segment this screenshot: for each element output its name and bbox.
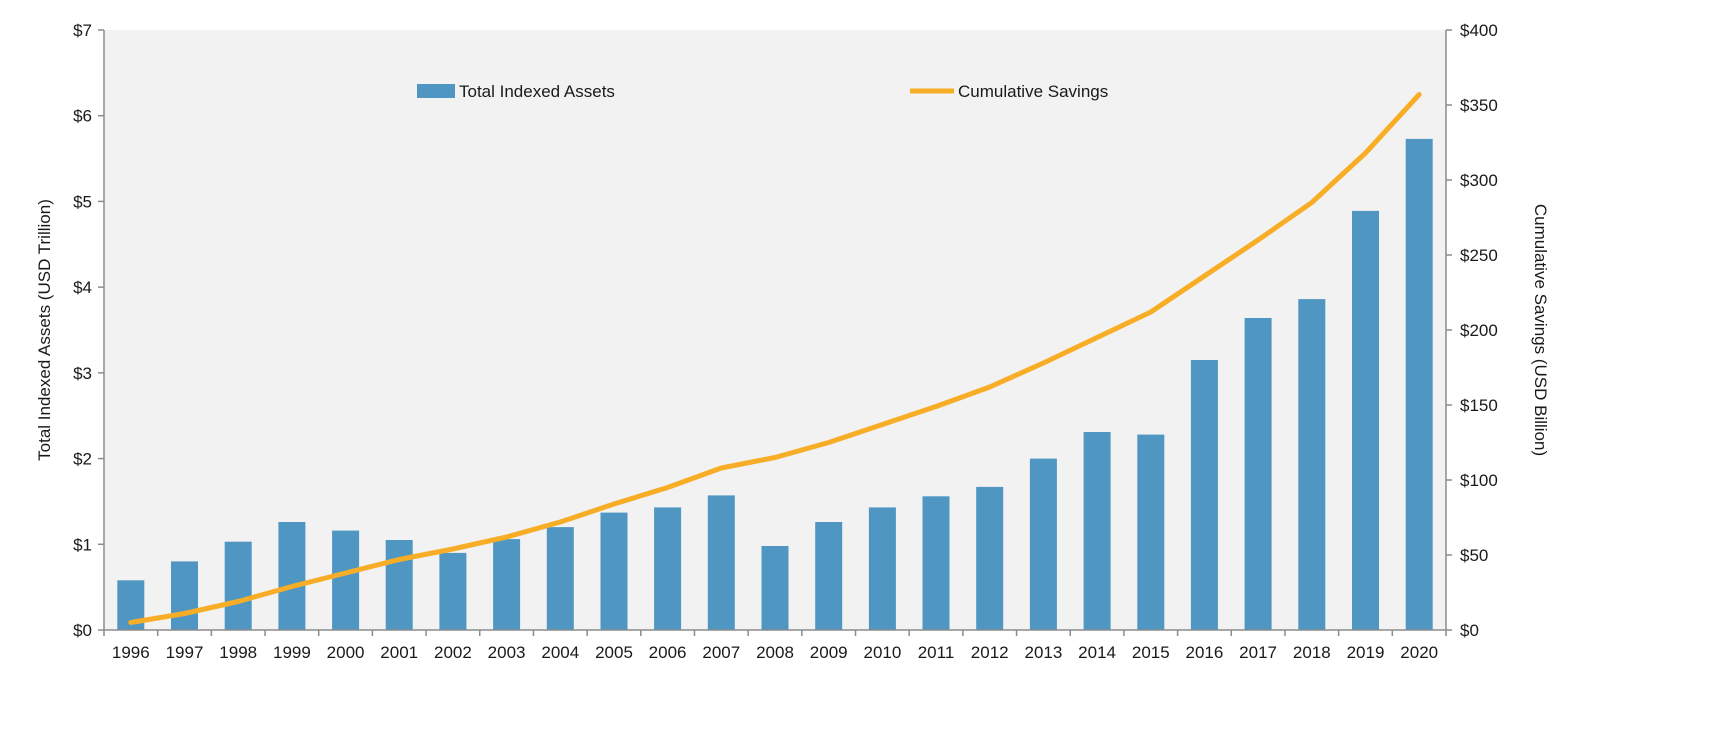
right-tick-label: $150 [1460, 396, 1498, 415]
x-axis-ticks: 1996 1997 1998 1999 2000 2001 2002 2003 2004 2005… [103, 630, 1447, 662]
x-tick-label-1996: 1996 [112, 643, 150, 662]
x-tick-label-1998: 1998 [219, 643, 257, 662]
bar-2003 [493, 539, 521, 630]
bar-2000 [332, 530, 360, 630]
x-tick-label-2017: 2017 [1239, 643, 1277, 662]
left-tick-label: $2 [73, 450, 92, 469]
x-tick-label-2013: 2013 [1024, 643, 1062, 662]
bar-2017 [1244, 318, 1272, 630]
right-tick-label: $250 [1460, 246, 1498, 265]
bar-2013 [1029, 458, 1057, 630]
left-tick-label: $3 [73, 364, 92, 383]
right-axis-ticks: $0 $50 $100 $150 $200 $250 $300 $350 $400 [1446, 21, 1498, 640]
bar-2004 [546, 527, 574, 630]
left-tick-label: $1 [73, 535, 92, 554]
x-tick-label-2007: 2007 [702, 643, 740, 662]
right-tick-label: $350 [1460, 96, 1498, 115]
bar-2006 [654, 507, 682, 630]
legend-swatch-total-indexed-assets [417, 84, 455, 98]
bar-2009 [815, 522, 843, 630]
x-tick-label-2018: 2018 [1293, 643, 1331, 662]
x-tick-label-2010: 2010 [863, 643, 901, 662]
x-tick-label-2019: 2019 [1347, 643, 1385, 662]
left-axis-ticks: $0 $1 $2 $3 $4 $5 $6 $7 [73, 21, 104, 640]
right-tick-label: $300 [1460, 171, 1498, 190]
bar-2016 [1190, 360, 1218, 630]
bar-2015 [1137, 434, 1165, 630]
x-tick-label-1997: 1997 [166, 643, 204, 662]
bar-2007 [707, 495, 735, 630]
x-tick-label-2005: 2005 [595, 643, 633, 662]
bar-2018 [1298, 299, 1326, 630]
bar-2012 [976, 486, 1004, 630]
plot-area [104, 30, 1446, 630]
bar-2019 [1352, 210, 1379, 630]
x-tick-label-2011: 2011 [918, 643, 955, 662]
bar-2020 [1405, 138, 1433, 630]
right-axis-title: Cumulative Savings (USD Billion) [1531, 204, 1550, 456]
x-tick-label-2015: 2015 [1132, 643, 1170, 662]
left-axis-title: Total Indexed Assets (USD Trillion) [35, 199, 54, 461]
left-tick-label: $7 [73, 21, 92, 40]
bar-2011 [922, 496, 950, 630]
x-tick-label-2020: 2020 [1400, 643, 1438, 662]
x-tick-label-2003: 2003 [488, 643, 526, 662]
x-tick-label-2008: 2008 [756, 643, 794, 662]
legend-label-total-indexed-assets: Total Indexed Assets [459, 82, 615, 101]
legend: Total Indexed Assets Cumulative Savings [417, 82, 1108, 101]
bar-2010 [868, 507, 896, 630]
right-tick-label: $200 [1460, 321, 1498, 340]
right-tick-label: $50 [1460, 546, 1488, 565]
x-tick-label-2009: 2009 [810, 643, 848, 662]
legend-label-cumulative-savings: Cumulative Savings [958, 82, 1108, 101]
x-tick-label-1999: 1999 [273, 643, 311, 662]
bar-2001 [385, 540, 413, 630]
x-tick-label-2016: 2016 [1185, 643, 1223, 662]
left-tick-label: $5 [73, 192, 92, 211]
left-tick-label: $4 [73, 278, 92, 297]
bar-1999 [278, 522, 306, 630]
bar-2005 [600, 512, 628, 630]
bar-2014 [1083, 432, 1111, 630]
left-tick-label: $6 [73, 107, 92, 126]
bar-series-total-indexed-assets [117, 138, 1433, 630]
x-tick-label-2014: 2014 [1078, 643, 1116, 662]
x-tick-label-2006: 2006 [649, 643, 687, 662]
bar-2008 [761, 546, 789, 630]
right-tick-label: $400 [1460, 21, 1498, 40]
right-tick-label: $100 [1460, 471, 1498, 490]
x-tick-label-2002: 2002 [434, 643, 472, 662]
bar-1998 [224, 541, 252, 630]
x-tick-label-2001: 2001 [380, 643, 418, 662]
x-tick-label-2004: 2004 [541, 643, 579, 662]
bar-1997 [171, 561, 198, 630]
left-tick-label: $0 [73, 621, 92, 640]
x-tick-label-2000: 2000 [327, 643, 365, 662]
right-tick-label: $0 [1460, 621, 1479, 640]
x-tick-label-2012: 2012 [971, 643, 1009, 662]
bar-2002 [439, 552, 467, 630]
line-series-cumulative-savings [128, 92, 1422, 625]
